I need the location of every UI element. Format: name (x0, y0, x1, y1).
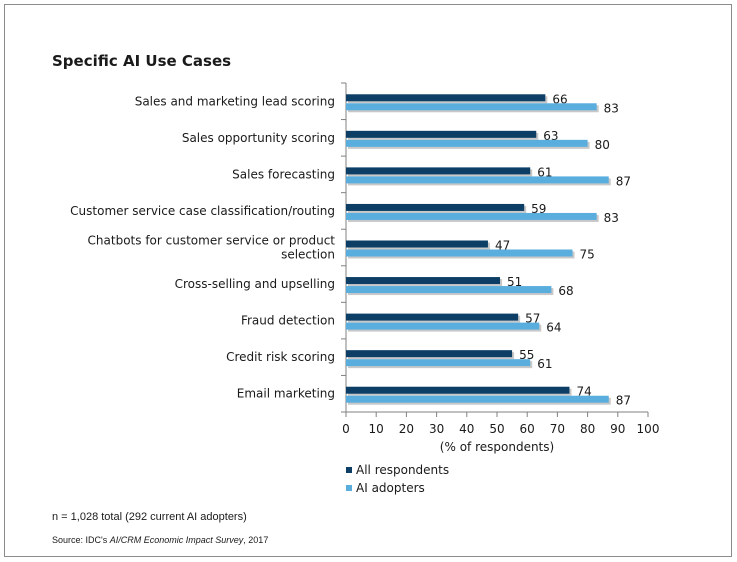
category-label: Chatbots for customer service or product (88, 234, 336, 248)
x-tick-label: 10 (369, 422, 384, 436)
bar (346, 103, 597, 111)
data-label: 83 (604, 211, 619, 225)
x-tick-label: 100 (637, 422, 660, 436)
data-label: 68 (558, 284, 573, 298)
x-tick-label: 60 (520, 422, 535, 436)
bar (346, 249, 573, 257)
data-label: 57 (525, 312, 540, 326)
x-tick-label: 50 (489, 422, 504, 436)
data-label: 55 (519, 348, 534, 362)
source-suffix: , 2017 (243, 535, 269, 545)
chart-title: Specific AI Use Cases (52, 52, 232, 70)
bar (346, 167, 531, 175)
category-label: Sales forecasting (232, 167, 335, 181)
x-tick-label: 0 (342, 422, 350, 436)
sample-size-note: n = 1,028 total (292 current AI adopters… (52, 511, 247, 523)
category-label: Cross-selling and upselling (175, 277, 335, 291)
bar (346, 277, 501, 285)
bar (346, 212, 597, 220)
data-label: 59 (531, 202, 546, 216)
bar (346, 350, 513, 358)
source-prefix: Source: IDC's (52, 535, 110, 545)
x-tick-label: 80 (580, 422, 595, 436)
bar (346, 313, 519, 321)
bar (346, 139, 588, 147)
bar (346, 176, 609, 184)
data-label: 61 (537, 357, 552, 371)
bar (346, 395, 609, 403)
data-label: 61 (537, 165, 552, 179)
data-label: 64 (546, 321, 561, 335)
data-label: 47 (495, 239, 510, 253)
bar (346, 203, 525, 211)
bar (346, 286, 552, 294)
data-label: 74 (576, 385, 591, 399)
bar (346, 130, 537, 138)
category-label: Sales and marketing lead scoring (135, 94, 335, 108)
data-label: 80 (595, 138, 610, 152)
data-label: 75 (580, 248, 595, 262)
data-label: 51 (507, 275, 522, 289)
legend-label: AI adopters (356, 481, 425, 495)
x-tick-label: 20 (399, 422, 414, 436)
data-label: 66 (552, 92, 567, 106)
legend-swatch (346, 467, 352, 473)
bar (346, 322, 540, 330)
data-label: 87 (616, 174, 631, 188)
bar (346, 386, 570, 394)
legend-label: All respondents (356, 463, 449, 477)
category-label: Email marketing (237, 387, 335, 401)
x-tick-label: 70 (550, 422, 565, 436)
data-label: 83 (604, 101, 619, 115)
legend-swatch (346, 485, 352, 491)
x-tick-label: 90 (610, 422, 625, 436)
data-label: 63 (543, 129, 558, 143)
x-tick-label: 30 (429, 422, 444, 436)
source-survey-name: AI/CRM Economic Impact Survey (109, 535, 244, 545)
x-axis-title: (% of respondents) (440, 440, 554, 454)
bar (346, 240, 488, 248)
category-label: Credit risk scoring (226, 350, 335, 364)
source-note: Source: IDC's AI/CRM Economic Impact Sur… (52, 535, 268, 545)
category-label: Sales opportunity scoring (182, 131, 335, 145)
x-tick-label: 40 (459, 422, 474, 436)
category-label: selection (281, 248, 335, 262)
category-label: Customer service case classification/rou… (70, 204, 335, 218)
bar (346, 359, 531, 367)
bar (346, 94, 546, 102)
category-label: Fraud detection (241, 314, 335, 328)
data-label: 87 (616, 394, 631, 408)
